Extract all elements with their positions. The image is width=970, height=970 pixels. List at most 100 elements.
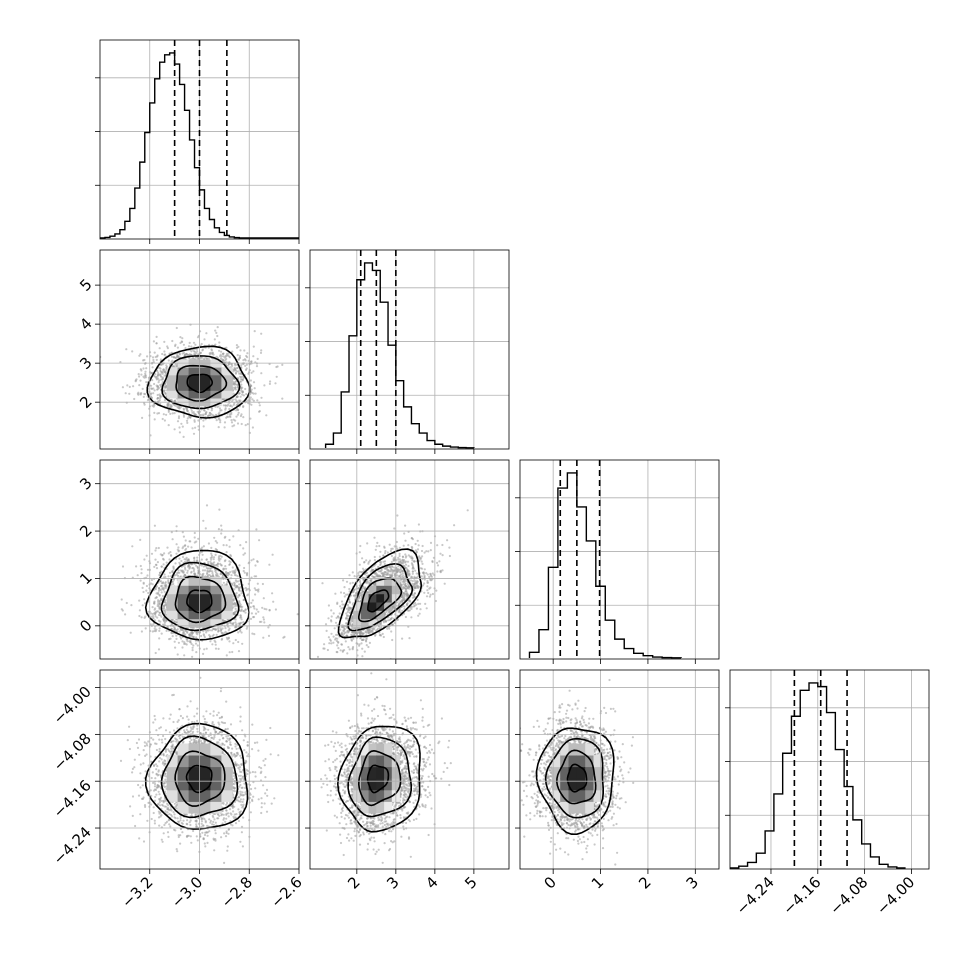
- sample-point: [215, 563, 219, 566]
- sample-point: [133, 397, 136, 401]
- sample-point: [261, 582, 264, 586]
- sample-point: [205, 504, 209, 507]
- sample-point: [193, 350, 197, 353]
- sample-point: [238, 600, 241, 603]
- sample-point: [227, 636, 230, 639]
- x-tick-label: −4.08: [826, 873, 871, 918]
- sample-point: [154, 597, 157, 600]
- sample-point: [160, 615, 163, 618]
- sample-point: [241, 379, 244, 382]
- sample-point: [242, 610, 245, 613]
- sample-point: [234, 621, 237, 624]
- sample-point: [178, 426, 181, 429]
- sample-point: [156, 354, 159, 357]
- sample-point: [192, 454, 194, 456]
- sample-point: [281, 397, 284, 400]
- sample-point: [171, 359, 174, 362]
- sample-point: [231, 350, 234, 353]
- sample-point: [156, 610, 160, 613]
- sample-point: [201, 349, 204, 352]
- sample-point: [181, 555, 185, 559]
- sample-point: [251, 391, 254, 394]
- sample-point: [237, 650, 241, 653]
- sample-point: [162, 563, 165, 566]
- sample-point: [209, 414, 212, 417]
- sample-point: [167, 579, 170, 582]
- sample-point: [200, 564, 203, 567]
- sample-point: [224, 407, 227, 410]
- sample-point: [151, 606, 154, 609]
- sample-point: [229, 415, 232, 419]
- x-tick-label: −4.16: [779, 873, 824, 918]
- sample-point: [238, 354, 242, 357]
- density-cell: [210, 374, 222, 383]
- sample-point: [176, 548, 179, 551]
- sample-point: [159, 606, 162, 609]
- sample-point: [271, 592, 274, 595]
- sample-point: [146, 574, 149, 577]
- sample-point: [191, 427, 194, 430]
- sample-point: [259, 351, 263, 354]
- histogram-panel-1: [305, 249, 510, 454]
- sample-point: [229, 553, 232, 557]
- sample-point: [236, 366, 239, 369]
- sample-point: [138, 375, 141, 378]
- contour-level: [186, 373, 213, 394]
- sample-point: [240, 378, 243, 381]
- sample-point: [137, 391, 140, 394]
- sample-point: [193, 419, 196, 422]
- sample-point: [237, 345, 240, 348]
- sample-point: [262, 618, 265, 621]
- sample-point: [163, 609, 166, 612]
- sample-point: [221, 637, 224, 641]
- sample-point: [173, 620, 176, 623]
- sample-point: [140, 630, 143, 633]
- sample-point: [199, 356, 202, 359]
- sample-point: [158, 627, 161, 630]
- sample-point: [234, 419, 237, 422]
- sample-point: [170, 405, 173, 408]
- sample-point: [177, 415, 181, 418]
- sample-point: [154, 549, 157, 552]
- sample-point: [208, 343, 211, 346]
- sample-point: [182, 413, 185, 417]
- sample-point: [145, 589, 148, 592]
- sample-point: [247, 593, 250, 596]
- sample-point: [179, 336, 182, 339]
- sample-point: [237, 596, 240, 599]
- sample-point: [184, 558, 187, 561]
- sample-point: [236, 354, 239, 357]
- sample-point: [238, 356, 241, 359]
- sample-point: [179, 575, 182, 578]
- sample-point: [153, 608, 156, 611]
- sample-point: [166, 403, 169, 406]
- sample-point: [225, 416, 228, 419]
- sample-point: [241, 605, 244, 609]
- sample-point: [164, 353, 167, 356]
- sample-point: [153, 404, 156, 407]
- sample-point: [245, 363, 248, 366]
- sample-point: [141, 416, 144, 419]
- sample-point: [202, 545, 205, 548]
- sample-point: [143, 598, 146, 601]
- sample-point: [188, 633, 191, 636]
- sample-point: [150, 612, 153, 615]
- sample-point: [178, 431, 181, 434]
- sample-point: [263, 607, 266, 611]
- sample-point: [232, 403, 235, 406]
- sample-point: [163, 590, 166, 593]
- sample-point: [161, 381, 164, 384]
- sample-point: [255, 365, 259, 368]
- sample-point: [234, 605, 237, 608]
- density-cell: [199, 390, 211, 399]
- sample-point: [262, 636, 265, 639]
- sample-point: [216, 334, 219, 338]
- sample-point: [156, 388, 159, 391]
- sample-point: [153, 389, 156, 392]
- sample-point: [232, 642, 235, 645]
- sample-point: [158, 379, 161, 382]
- sample-point: [165, 364, 168, 367]
- sample-point: [193, 536, 196, 539]
- sample-point: [184, 539, 187, 542]
- sample-point: [202, 630, 205, 633]
